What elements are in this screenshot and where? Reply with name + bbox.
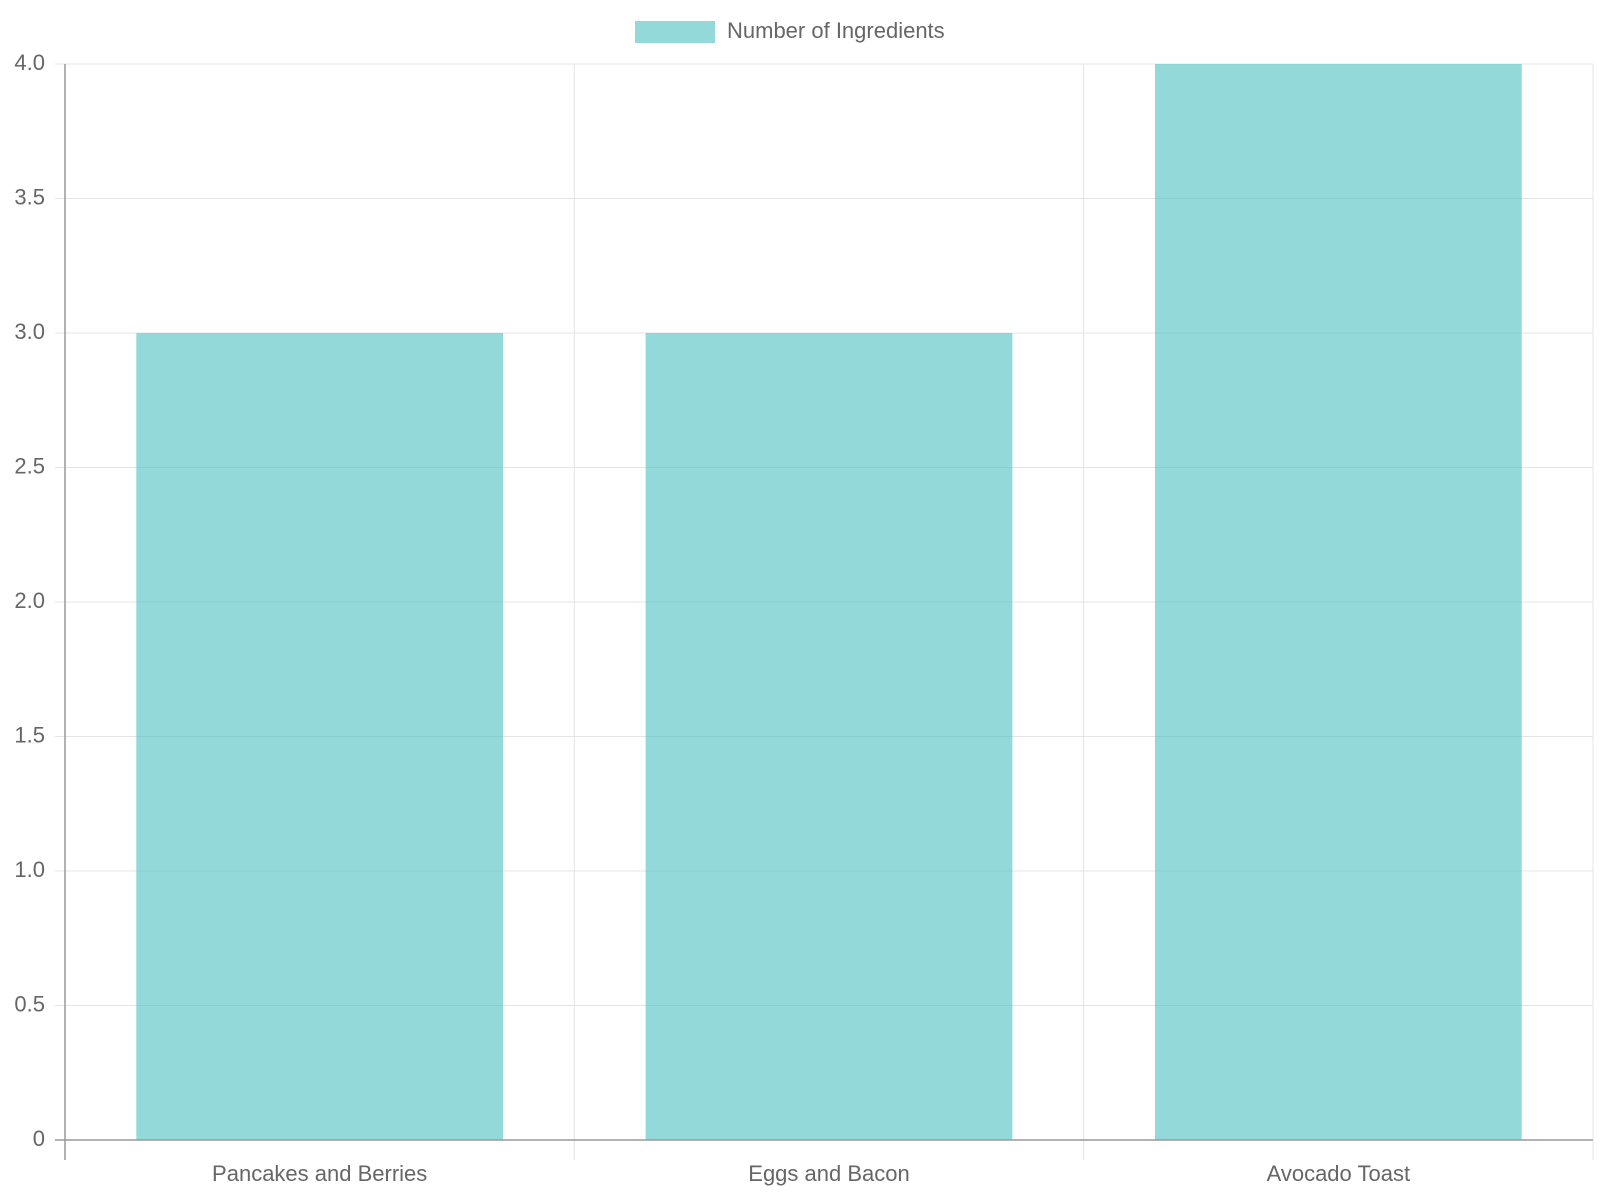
y-tick-label: 2.5 (14, 453, 45, 478)
y-tick-label: 2.0 (14, 588, 45, 613)
x-tick-label: Pancakes and Berries (212, 1161, 427, 1186)
x-tick-label: Avocado Toast (1267, 1161, 1411, 1186)
y-tick-label: 4.0 (14, 50, 45, 75)
y-tick-label: 3.0 (14, 319, 45, 344)
legend-label: Number of Ingredients (727, 18, 945, 43)
x-tick-label: Eggs and Bacon (748, 1161, 909, 1186)
legend-swatch (635, 21, 715, 43)
bar (136, 333, 504, 1140)
y-tick-label: 0.5 (14, 991, 45, 1016)
bar (645, 333, 1013, 1140)
y-tick-label: 0 (33, 1126, 45, 1151)
y-tick-label: 1.5 (14, 722, 45, 747)
y-tick-label: 3.5 (14, 184, 45, 209)
bar (1154, 64, 1522, 1140)
y-tick-label: 1.0 (14, 857, 45, 882)
